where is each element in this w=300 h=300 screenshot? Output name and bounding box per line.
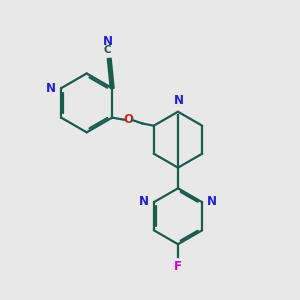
Text: N: N (139, 195, 149, 208)
Text: C: C (104, 45, 111, 55)
Text: N: N (103, 35, 112, 48)
Text: N: N (207, 195, 217, 208)
Text: F: F (174, 260, 182, 272)
Text: N: N (174, 94, 184, 107)
Text: O: O (123, 113, 134, 127)
Text: N: N (46, 82, 56, 95)
